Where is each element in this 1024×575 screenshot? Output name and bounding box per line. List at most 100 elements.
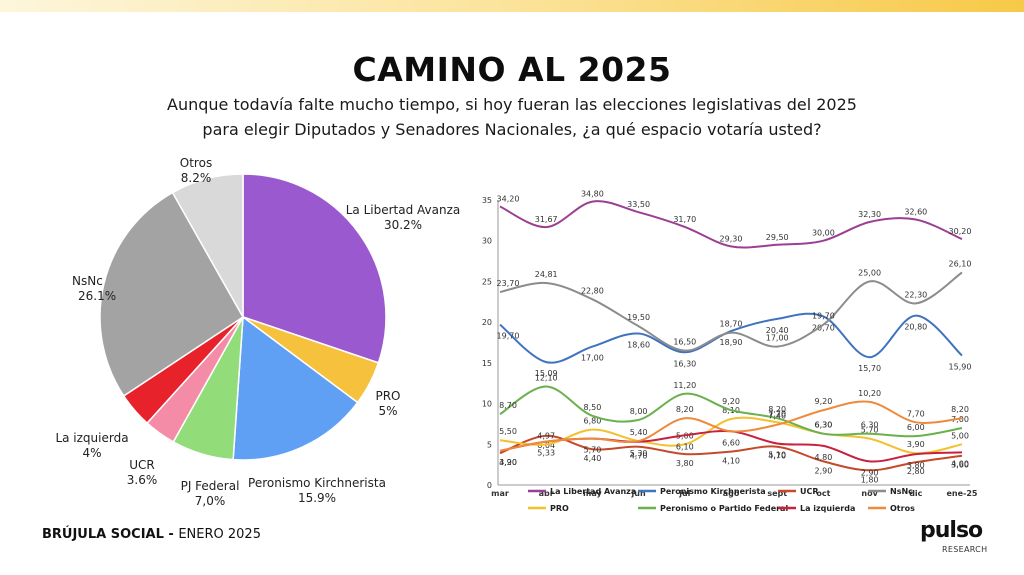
- subtitle-line-1: Aunque todavía falte mucho tiempo, si ho…: [167, 95, 857, 114]
- legend-item: PRO: [528, 504, 569, 513]
- data-label: 4,40: [583, 454, 601, 463]
- data-label: 30,00: [812, 229, 835, 238]
- y-tick-label: 5: [487, 440, 492, 449]
- data-label: 4,70: [768, 452, 786, 461]
- series-line-peronismo-kirchnerista: [499, 312, 963, 364]
- footer-date: ENERO 2025: [178, 527, 261, 542]
- series-line-nsnc: [499, 271, 963, 352]
- x-tick-label: oct: [816, 489, 830, 498]
- data-label: 4,97: [537, 432, 555, 441]
- line-chart: 0 5 10 15 20 25 30 35 mar abr may jun jul ago sept oct n…: [482, 190, 978, 513]
- x-tick-label: mar: [491, 489, 509, 498]
- data-label: 15,90: [949, 363, 972, 372]
- series-line-peronismo-o-partido-federal: [499, 385, 963, 438]
- pie-label-name: NsNc: [72, 274, 103, 288]
- legend-item: Peronismo Kirchnerista: [638, 487, 766, 496]
- data-label: 5,10: [768, 450, 786, 459]
- data-label: 16,30: [673, 359, 696, 368]
- logo-text: pulso: [920, 518, 983, 543]
- pie-label-value: 4%: [82, 446, 101, 460]
- series-line-pro: [499, 416, 963, 455]
- pie-label-value: 26.1%: [78, 289, 116, 303]
- data-label: 5,50: [499, 427, 517, 436]
- data-label: 3,80: [907, 461, 925, 470]
- data-label: 7,00: [951, 415, 969, 424]
- data-label: 4,20: [499, 458, 517, 467]
- page-title: CAMINO AL 2025: [352, 50, 672, 89]
- legend-label: PRO: [550, 504, 569, 513]
- legend-item: Peronismo o Partido Federal: [638, 504, 788, 513]
- pie-slice-peronismo-kirchnerista: [232, 315, 359, 461]
- pie-slice-la-libertad-avanza: [242, 173, 387, 364]
- legend-label: La izquierda: [800, 504, 855, 513]
- legend-item: Otros: [868, 504, 915, 513]
- data-label: 8,20: [951, 405, 969, 414]
- data-label: 18,60: [627, 341, 650, 350]
- y-tick-label: 35: [482, 196, 492, 205]
- x-tick-label: sept: [767, 489, 787, 498]
- data-label: 8,20: [676, 405, 694, 414]
- pie-label-value: 7,0%: [195, 494, 226, 508]
- data-label: 2,80: [907, 467, 925, 476]
- pie-label-value: 3.6%: [127, 473, 158, 487]
- data-label: 29,30: [720, 234, 743, 243]
- legend-label: Peronismo Kirchnerista: [660, 487, 766, 496]
- data-label: 4,80: [814, 453, 832, 462]
- data-label: 22,80: [581, 286, 604, 295]
- footer-brand: BRÚJULA SOCIAL: [42, 527, 164, 542]
- legend-item: UCR: [778, 487, 819, 496]
- pie-label-name: PRO: [375, 389, 400, 403]
- pie-label-name: UCR: [129, 458, 155, 472]
- pie-label-value: 8.2%: [181, 171, 212, 185]
- x-tick-label: jul: [678, 489, 690, 498]
- data-label: 15,09: [535, 369, 558, 378]
- data-label: 20,40: [766, 326, 789, 335]
- data-label: 10,20: [858, 389, 881, 398]
- pie-label-name: Otros: [180, 156, 212, 170]
- data-label: 6,30: [861, 421, 879, 430]
- footer: BRÚJULA SOCIAL - ENERO 2025: [42, 527, 261, 542]
- x-tick-label: may: [583, 489, 602, 498]
- y-tick-label: 0: [487, 481, 492, 490]
- data-label: 6,30: [814, 421, 832, 430]
- legend-label: La Libertad Avanza: [550, 487, 636, 496]
- data-label: 7,70: [907, 409, 925, 418]
- pie-label-value: 30.2%: [384, 218, 422, 232]
- data-label: 6,30: [814, 421, 832, 430]
- data-label: 20,80: [904, 323, 927, 332]
- data-label: 4,70: [630, 452, 648, 461]
- data-label: 6,00: [907, 423, 925, 432]
- series-line-ucr: [499, 434, 963, 472]
- pie-slice-nsnc: [99, 191, 244, 397]
- data-label: 3,60: [951, 461, 969, 470]
- data-label: 30,20: [949, 227, 972, 236]
- data-label: 31,70: [673, 215, 696, 224]
- legend-label: Peronismo o Partido Federal: [660, 504, 788, 513]
- data-label: 9,20: [814, 397, 832, 406]
- data-label: 25,00: [858, 268, 881, 277]
- top-accent-bar: [0, 0, 1024, 12]
- data-label: 24,81: [535, 270, 558, 279]
- data-label: 5,40: [630, 428, 648, 437]
- data-label: 34,20: [497, 195, 520, 204]
- y-tick-label: 30: [482, 237, 492, 246]
- data-label: 19,50: [627, 313, 650, 322]
- data-label: 8,20: [768, 405, 786, 414]
- pie-label-name: La izquierda: [55, 431, 128, 445]
- legend-item: La Libertad Avanza: [528, 487, 636, 496]
- series-line-la-libertad-avanza: [499, 200, 963, 249]
- data-label: 16,50: [673, 338, 696, 347]
- data-label: 29,50: [766, 233, 789, 242]
- y-tick-label: 10: [482, 400, 492, 409]
- data-label: 4,10: [722, 457, 740, 466]
- data-label: 32,30: [858, 210, 881, 219]
- data-label: 7,40: [768, 412, 786, 421]
- x-tick-label: dic: [909, 489, 922, 498]
